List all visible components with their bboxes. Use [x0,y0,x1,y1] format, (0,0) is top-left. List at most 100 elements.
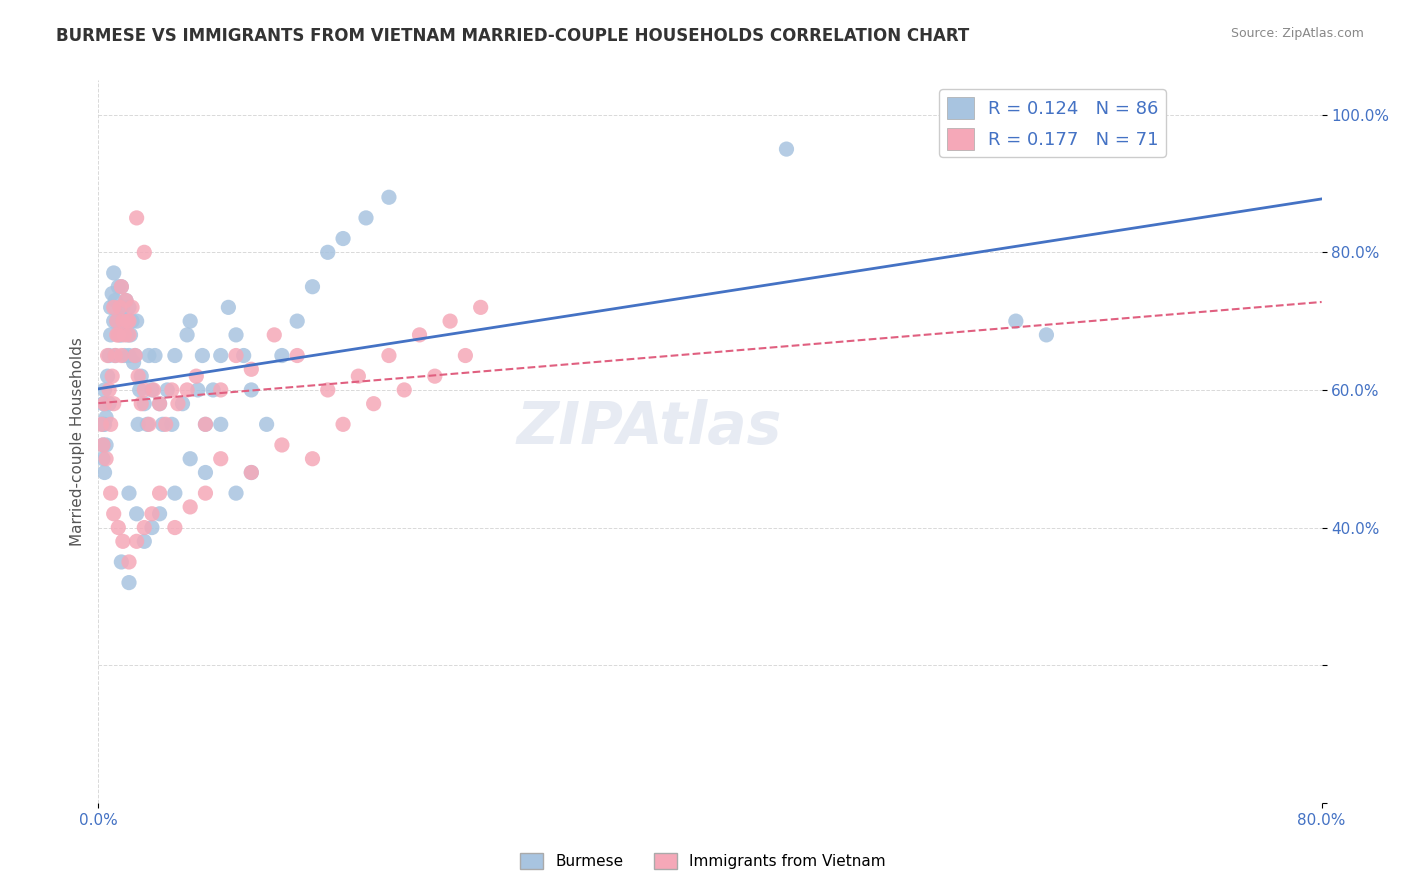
Point [141,383,163,397]
Point [91,397,114,411]
Point [134,397,156,411]
Point [111,301,134,315]
Point [160,383,183,397]
Point [93,466,115,480]
Point [141,520,163,534]
Point [163,349,186,363]
Point [91,417,114,432]
Point [232,349,254,363]
Point [149,397,172,411]
Point [142,383,165,397]
Point [149,507,172,521]
Point [134,534,156,549]
Point [134,520,156,534]
Point [378,190,401,204]
Point [103,397,125,411]
Point [104,293,127,308]
Point [115,293,138,308]
Point [270,349,292,363]
Point [125,314,148,328]
Point [100,301,122,315]
Point [93,397,115,411]
Point [97,349,120,363]
Point [179,500,201,514]
Point [101,369,124,384]
Point [120,327,142,342]
Point [108,301,131,315]
Point [115,293,138,308]
Point [129,369,152,384]
Point [103,301,125,315]
Point [285,349,308,363]
Point [263,327,285,342]
Point [110,327,132,342]
Point [225,327,247,342]
Point [94,438,117,452]
Point [107,520,129,534]
Point [176,383,198,397]
Point [105,314,128,328]
Legend: R = 0.124   N = 86, R = 0.177   N = 71: R = 0.124 N = 86, R = 0.177 N = 71 [939,89,1166,157]
Point [111,534,134,549]
Point [240,362,263,376]
Point [105,327,128,342]
Point [240,466,263,480]
Point [118,314,141,328]
Text: BURMESE VS IMMIGRANTS FROM VIETNAM MARRIED-COUPLE HOUSEHOLDS CORRELATION CHART: BURMESE VS IMMIGRANTS FROM VIETNAM MARRI… [56,27,970,45]
Point [194,486,217,500]
Point [194,417,217,432]
Point [209,349,232,363]
Point [217,301,239,315]
Point [103,314,125,328]
Point [124,349,146,363]
Point [112,349,135,363]
Point [332,231,354,245]
Point [179,451,201,466]
Point [225,486,247,500]
Point [110,349,132,363]
Point [108,301,131,315]
Point [90,417,112,432]
Point [134,383,156,397]
Point [112,327,135,342]
Point [152,417,174,432]
Point [104,349,127,363]
Point [256,417,278,432]
Point [98,383,121,397]
Point [186,369,208,384]
Point [775,142,797,156]
Point [156,383,179,397]
Point [392,383,416,397]
Point [354,211,377,225]
Point [179,314,201,328]
Point [363,397,385,411]
Point [108,327,131,342]
Point [125,507,148,521]
Y-axis label: Married-couple Households: Married-couple Households [69,337,84,546]
Point [104,349,127,363]
Point [125,211,148,225]
Point [117,327,139,342]
Text: ZIPAtlas: ZIPAtlas [516,399,782,456]
Point [98,349,121,363]
Point [240,466,263,480]
Point [136,417,159,432]
Point [240,383,263,397]
Point [163,486,186,500]
Point [163,520,186,534]
Point [187,383,209,397]
Point [316,383,339,397]
Point [91,451,114,466]
Point [167,397,190,411]
Point [194,466,217,480]
Point [141,507,163,521]
Point [332,417,354,432]
Point [378,349,401,363]
Point [155,417,177,432]
Point [103,507,125,521]
Point [107,279,129,293]
Point [176,327,198,342]
Point [94,410,117,425]
Point [122,355,145,369]
Point [91,438,114,452]
